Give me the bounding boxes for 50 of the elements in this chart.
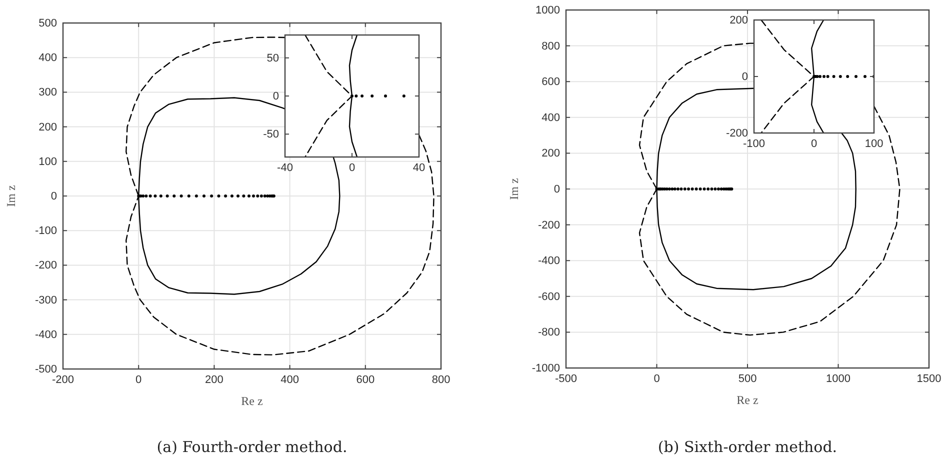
text: (a) Fourth-order method. [156,438,348,456]
x-axis-title: Re z [241,394,263,408]
y-tick-label: 400 [38,52,57,64]
y-axis-title: Im z [507,178,521,200]
y-tick-label: 400 [542,112,560,124]
x-tick-label: 400 [280,374,299,386]
x-tick-label: -100 [742,138,766,150]
y-tick-label: -1000 [532,362,560,375]
y-tick-label: -200 [34,260,57,272]
y-tick-label: 0 [554,184,560,196]
y-tick-label: 800 [542,40,560,52]
y-tick-label: 600 [542,76,560,88]
x-tick-label: 0 [136,374,142,386]
x-tick-label: 40 [412,162,426,174]
y-tick-label: -800 [538,326,560,339]
y-tick-label: 0 [742,71,748,84]
y-tick-label: 300 [38,86,57,99]
x-tick-label: 0 [810,138,818,150]
x-tick-label: 100 [864,138,884,150]
y-tick-label: -400 [34,328,57,341]
text: (b) Sixth-order method. [658,438,838,456]
x-tick-label: 0 [348,162,356,174]
y-tick-label: -50 [263,128,279,141]
x-tick-label: 500 [738,372,757,385]
x-tick-label: -500 [554,372,578,385]
y-tick-label: 0 [272,90,279,103]
x-tick-label: 1500 [916,372,942,385]
y-tick-label: 1000 [536,4,560,17]
y-tick-label: 200 [38,121,57,134]
x-tick-label: 600 [356,374,375,386]
y-tick-label: -400 [538,255,560,268]
x-axis-title: Re z [736,393,758,407]
y-axis-title: Im z [4,185,18,207]
x-tick-label: -40 [277,162,293,174]
y-tick-label: -300 [34,294,57,306]
y-tick-label: -200 [538,219,560,232]
y-tick-label: -600 [538,290,560,303]
x-tick-label: -200 [52,374,74,386]
y-tick-label: 50 [266,52,279,64]
x-tick-label: 1000 [826,372,850,385]
y-tick-label: -100 [34,225,57,238]
y-tick-label: 200 [730,14,748,27]
x-tick-label: 800 [432,374,450,386]
y-tick-label: 0 [50,190,57,203]
y-tick-label: 500 [38,18,57,30]
y-tick-label: 200 [542,148,560,160]
y-tick-label: -200 [726,128,748,140]
x-tick-label: 0 [654,372,660,385]
x-tick-label: 200 [205,374,224,386]
y-tick-label: -500 [34,364,57,376]
